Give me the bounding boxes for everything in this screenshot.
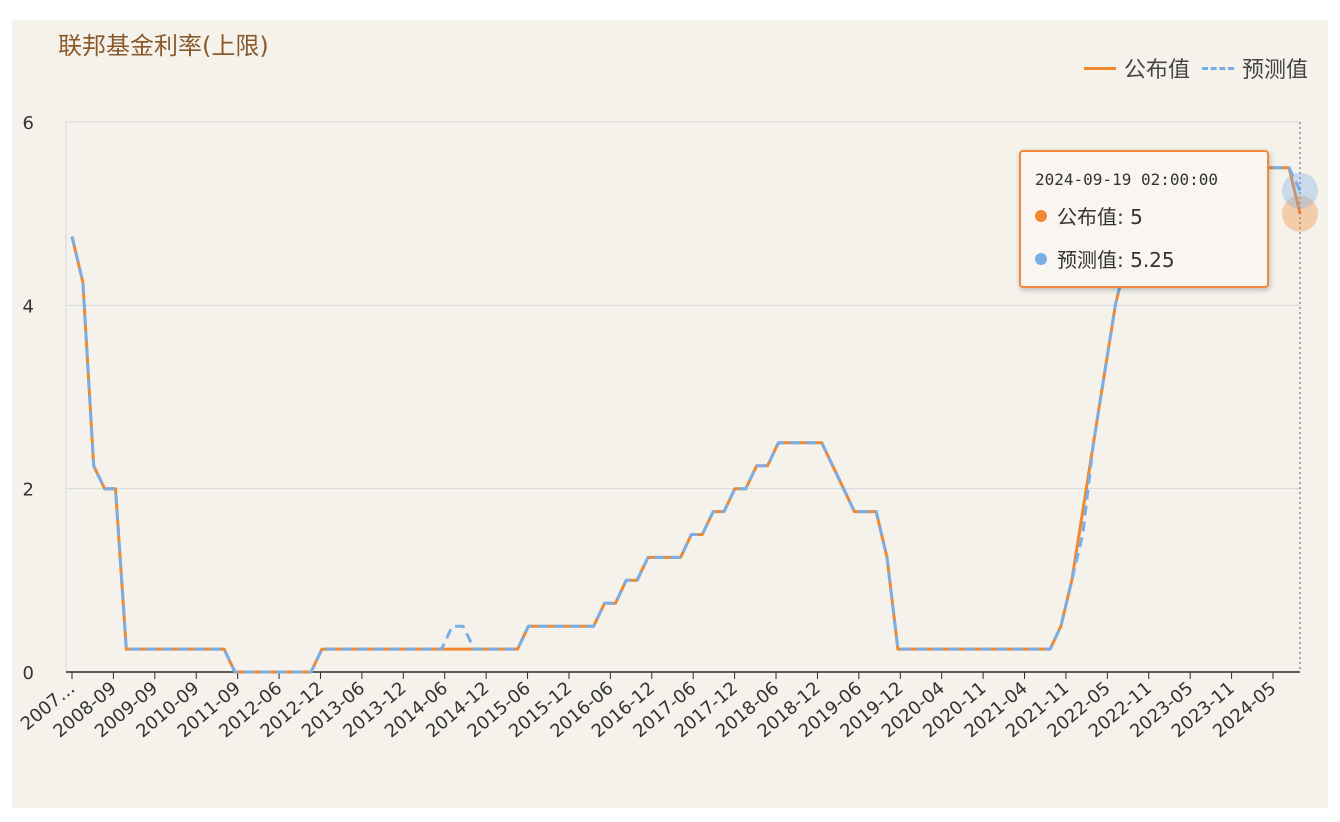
legend-swatch-published: [1083, 66, 1116, 70]
tooltip-row-published: 公布值: 5: [1035, 201, 1267, 230]
legend-label-published: 公布值: [1123, 58, 1190, 83]
legend-swatch-forecast: [1201, 66, 1234, 70]
y-tick-label: 6: [23, 113, 34, 134]
legend-item-published[interactable]: 公布值: [1083, 52, 1190, 84]
y-tick-label: 2: [23, 480, 34, 501]
tooltip-dot-published: [1035, 209, 1047, 222]
hover-point-published: [1282, 195, 1318, 232]
legend: 公布值 预测值: [1072, 52, 1308, 84]
tooltip-value-published: 公布值: 5: [1057, 205, 1143, 229]
tooltip-time: 2024-09-19 02:00:00: [1035, 170, 1219, 189]
chart-title: 联邦基金利率(上限): [58, 32, 269, 60]
tooltip: 2024-09-19 02:00:00 公布值: 5 预测值: 5.25: [1019, 150, 1269, 288]
legend-label-forecast: 预测值: [1241, 58, 1308, 83]
tooltip-value-forecast: 预测值: 5.25: [1057, 248, 1175, 272]
y-tick-label: 4: [23, 296, 34, 317]
legend-item-forecast[interactable]: 预测值: [1201, 52, 1308, 84]
x-axis-ticks: 2007…2008-092009-092010-092011-092012-06…: [17, 672, 1280, 742]
tooltip-dot-forecast: [1035, 252, 1047, 265]
y-axis-ticks: 0 2 4 6: [23, 113, 34, 684]
y-tick-label: 0: [23, 663, 34, 684]
tooltip-row-forecast: 预测值: 5.25: [1035, 244, 1267, 273]
series-lines: [70, 166, 1302, 674]
hover-point-forecast: [1282, 172, 1318, 209]
series-line-forecast: [70, 166, 1302, 674]
hover-indicator: [1282, 122, 1318, 672]
